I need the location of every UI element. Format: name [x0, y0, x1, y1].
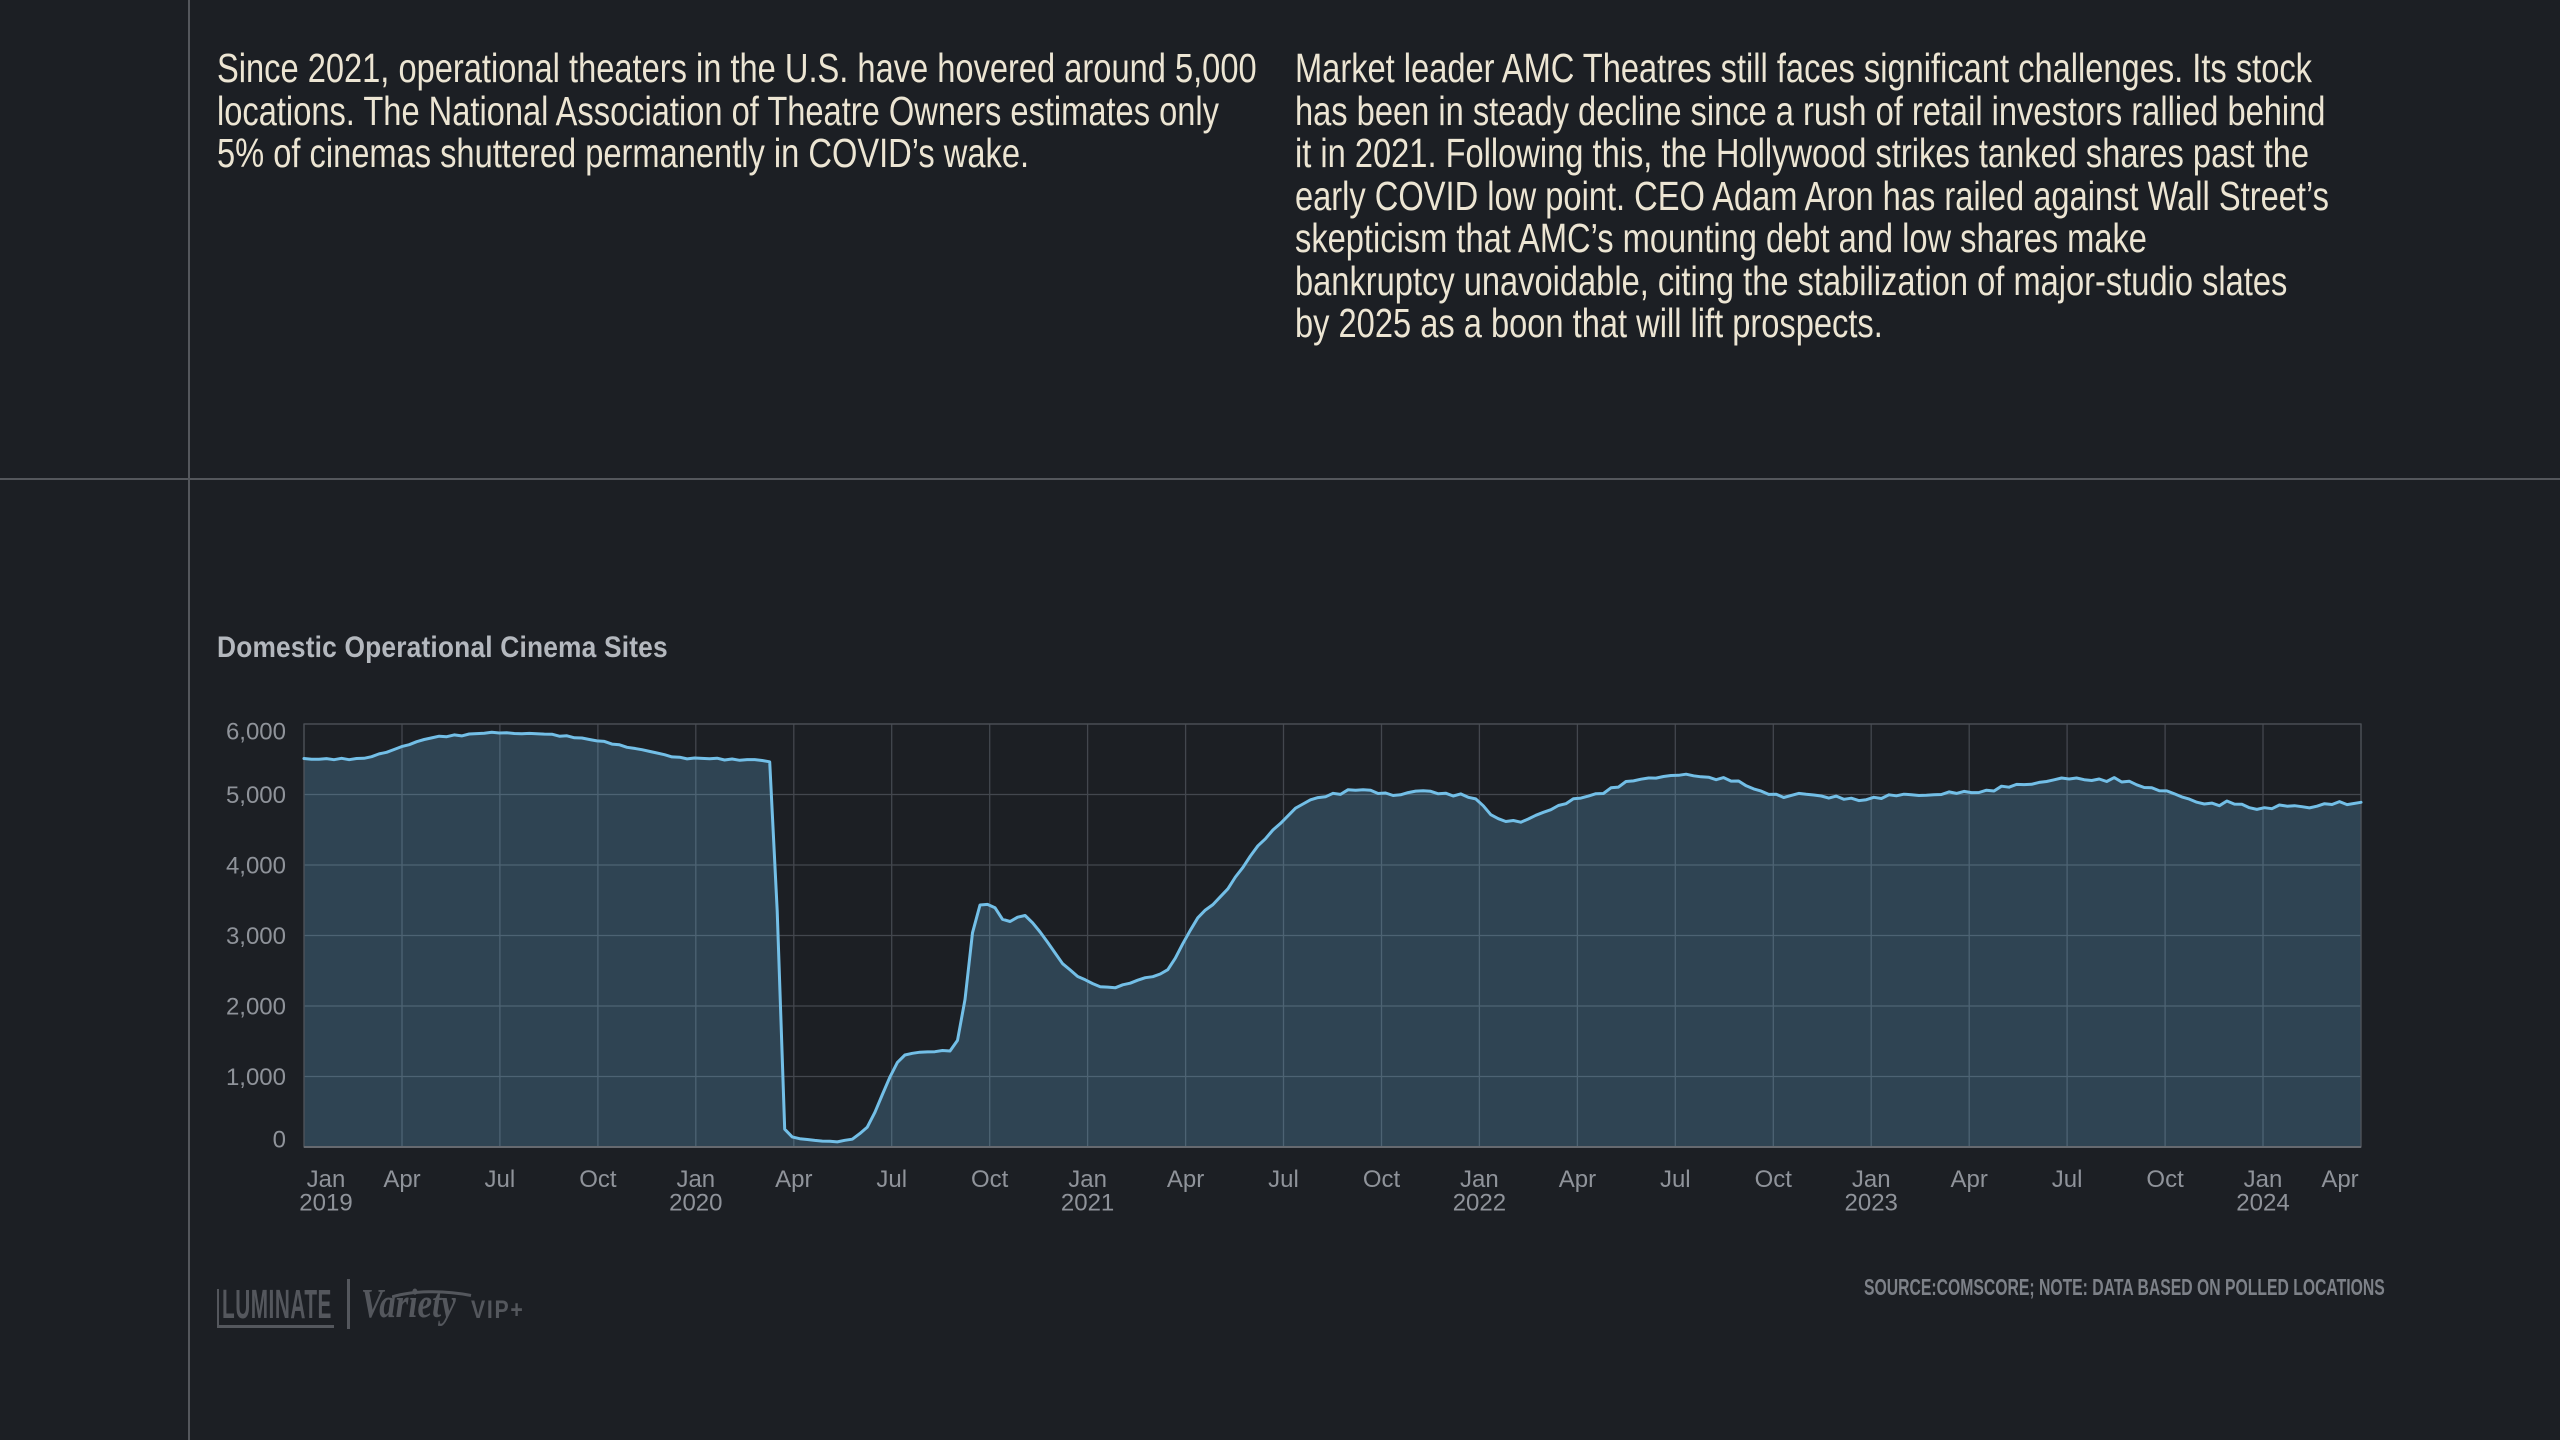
- svg-text:Jul: Jul: [2052, 1166, 2083, 1193]
- svg-text:Apr: Apr: [1167, 1166, 1204, 1193]
- svg-text:0: 0: [273, 1127, 286, 1154]
- svg-text:1,000: 1,000: [226, 1064, 286, 1091]
- svg-text:4,000: 4,000: [226, 853, 286, 880]
- svg-text:Jan: Jan: [2244, 1166, 2283, 1193]
- svg-text:3,000: 3,000: [226, 923, 286, 950]
- svg-text:Apr: Apr: [775, 1166, 812, 1193]
- svg-text:6,000: 6,000: [226, 719, 286, 746]
- svg-text:Jul: Jul: [485, 1166, 516, 1193]
- svg-text:Apr: Apr: [1559, 1166, 1596, 1193]
- svg-text:Oct: Oct: [971, 1166, 1009, 1193]
- svg-text:2020: 2020: [669, 1190, 722, 1217]
- svg-text:Oct: Oct: [1755, 1166, 1793, 1193]
- svg-text:Apr: Apr: [1951, 1166, 1988, 1193]
- svg-text:5,000: 5,000: [226, 782, 286, 809]
- svg-text:Jul: Jul: [876, 1166, 907, 1193]
- svg-text:Apr: Apr: [383, 1166, 420, 1193]
- svg-text:Jan: Jan: [307, 1166, 346, 1193]
- svg-text:Oct: Oct: [1363, 1166, 1401, 1193]
- svg-text:2,000: 2,000: [226, 994, 286, 1021]
- svg-text:2019: 2019: [299, 1190, 352, 1217]
- svg-text:2023: 2023: [1845, 1190, 1898, 1217]
- svg-text:Jan: Jan: [1460, 1166, 1499, 1193]
- svg-text:Jan: Jan: [1068, 1166, 1107, 1193]
- svg-text:2024: 2024: [2236, 1190, 2289, 1217]
- svg-text:Apr: Apr: [2321, 1166, 2358, 1193]
- svg-text:Jan: Jan: [676, 1166, 715, 1193]
- svg-text:Oct: Oct: [2146, 1166, 2184, 1193]
- svg-text:Jul: Jul: [1268, 1166, 1299, 1193]
- svg-text:Oct: Oct: [579, 1166, 617, 1193]
- svg-text:2021: 2021: [1061, 1190, 1114, 1217]
- svg-text:2022: 2022: [1453, 1190, 1506, 1217]
- svg-text:Jan: Jan: [1852, 1166, 1891, 1193]
- svg-text:Jul: Jul: [1660, 1166, 1691, 1193]
